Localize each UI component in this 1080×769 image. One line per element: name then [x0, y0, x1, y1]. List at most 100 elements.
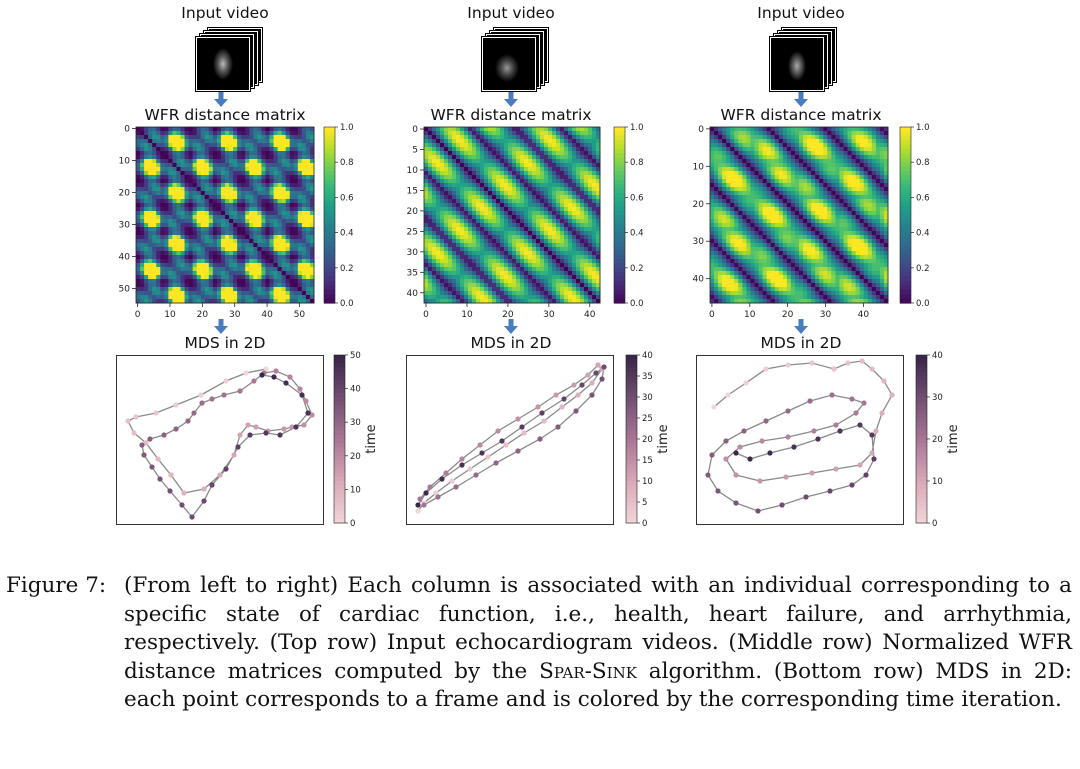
mds-point: [417, 496, 423, 502]
mds-point: [515, 416, 521, 422]
matrix-colorbar: 1.0 0.8 0.6 0.4 0.2 0.0: [613, 123, 644, 309]
time-colorbar: 40 35 30 25 20 15 10 5 0 time: [625, 351, 671, 529]
mds-point: [759, 438, 765, 444]
svg-text:30: 30: [642, 393, 653, 403]
mds-point: [277, 432, 283, 438]
mds-point: [443, 470, 449, 476]
mds-point: [287, 374, 293, 380]
mds-point: [521, 430, 527, 436]
mds-point: [741, 428, 747, 434]
matrix-axes: 0 5 10 15 20 25 30 35 40 0 10 20 30 40: [407, 125, 601, 320]
mds-point: [173, 402, 179, 408]
svg-text:35: 35: [642, 372, 653, 382]
input-video-label: Input video: [757, 4, 845, 22]
mds-point: [555, 424, 561, 430]
mds-point: [421, 502, 427, 508]
svg-text:0.0: 0.0: [630, 299, 644, 309]
svg-text:50: 50: [294, 310, 306, 320]
mds-point: [199, 400, 205, 406]
mds-point: [245, 422, 251, 428]
svg-text:30: 30: [407, 248, 419, 258]
svg-text:40: 40: [407, 289, 419, 299]
down-arrow-icon: [214, 319, 228, 334]
mds-point: [779, 502, 785, 508]
matrix-title: WFR distance matrix: [430, 106, 592, 124]
mds-point: [251, 378, 257, 384]
svg-text:0.2: 0.2: [630, 264, 644, 274]
distance-matrix-heatmap: [710, 127, 889, 304]
mds-point: [575, 392, 581, 398]
svg-text:0: 0: [412, 125, 418, 135]
mds-point: [168, 472, 174, 478]
distance-matrix-heatmap: [136, 127, 315, 304]
mds-title: MDS in 2D: [470, 334, 552, 352]
figure-label: Figure 7:: [6, 573, 107, 598]
mds-point: [179, 502, 185, 508]
panel-heart-failure: Input video WFR distance matrix 0 5 10 15 20…: [368, 0, 671, 540]
mds-point: [515, 448, 521, 454]
svg-text:0: 0: [135, 310, 141, 320]
mds-point: [143, 440, 149, 446]
mds-point: [763, 366, 769, 372]
svg-text:50: 50: [350, 351, 361, 361]
svg-text:0.6: 0.6: [630, 193, 644, 203]
mds-scatter-plot: [116, 355, 324, 525]
svg-text:50: 50: [119, 285, 131, 295]
svg-text:20: 20: [407, 207, 419, 217]
mds-point: [863, 472, 869, 478]
mds-point: [131, 430, 137, 436]
mds-point: [263, 366, 269, 372]
mds-point: [785, 434, 791, 440]
mds-point: [869, 432, 875, 438]
input-video-label: Input video: [181, 4, 269, 22]
svg-text:10: 10: [642, 477, 653, 487]
mds-point: [485, 454, 491, 460]
mds-point: [477, 442, 483, 448]
mds-point: [849, 482, 855, 488]
svg-text:30: 30: [119, 221, 131, 231]
down-arrow-icon: [794, 319, 808, 334]
mds-point: [561, 396, 567, 402]
mds-point: [259, 372, 265, 378]
svg-text:20: 20: [197, 310, 209, 320]
svg-text:15: 15: [407, 186, 418, 196]
mds-point: [873, 428, 879, 434]
mds-point: [541, 418, 547, 424]
mds-point: [153, 410, 159, 416]
svg-text:10: 10: [350, 485, 361, 495]
svg-text:5: 5: [642, 498, 647, 508]
mds-scatter-plot: [696, 355, 904, 525]
svg-text:0.8: 0.8: [630, 158, 644, 168]
mds-point: [301, 422, 307, 428]
mds-point: [723, 456, 729, 462]
mds-point: [593, 370, 599, 376]
mds-point: [889, 392, 895, 398]
mds-point: [155, 456, 161, 462]
svg-text:10: 10: [119, 157, 131, 167]
mds-point: [539, 410, 545, 416]
mds-point: [869, 366, 875, 372]
mds-point: [467, 466, 473, 472]
mds-point: [849, 396, 855, 402]
mds-title: MDS in 2D: [184, 334, 266, 352]
mds-point: [459, 462, 465, 468]
svg-text:20: 20: [119, 189, 131, 199]
svg-text:0: 0: [423, 310, 429, 320]
mds-point: [571, 382, 577, 388]
mds-point: [237, 432, 243, 438]
mds-point: [305, 410, 311, 416]
svg-text:0.6: 0.6: [340, 193, 354, 203]
down-arrow-icon: [504, 319, 518, 334]
mds-point: [535, 404, 541, 410]
mds-point: [157, 476, 163, 482]
mds-point: [263, 430, 269, 436]
mds-point: [809, 360, 815, 366]
mds-point: [785, 362, 791, 368]
mds-point: [191, 410, 197, 416]
svg-text:40: 40: [642, 351, 653, 361]
svg-text:25: 25: [407, 227, 418, 237]
mds-point: [743, 380, 749, 386]
mds-point: [293, 424, 299, 430]
mds-point: [811, 428, 817, 434]
mds-point: [599, 376, 605, 382]
